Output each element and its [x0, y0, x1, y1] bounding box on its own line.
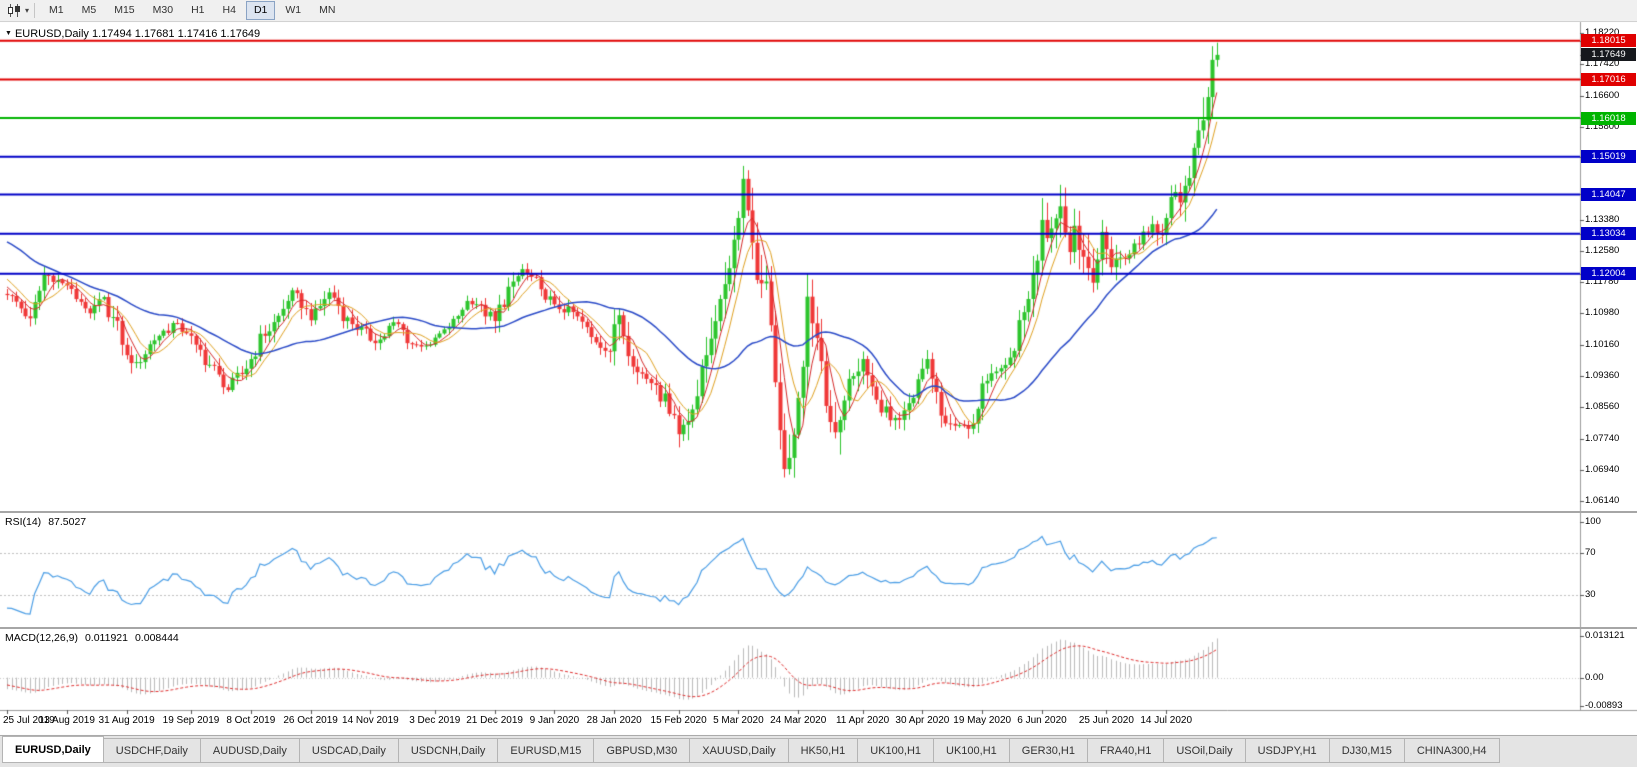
price-level-tag: 1.14047 [1581, 187, 1636, 201]
chart-tab-ger30-h1[interactable]: GER30,H1 [1008, 738, 1088, 763]
timeframe-buttons: M1 M5 M15 M30 H1 H4 D1 W1 MN [40, 1, 344, 20]
date-axis-label: 24 Mar 2020 [770, 715, 827, 726]
date-axis-label: 19 Sep 2019 [162, 715, 220, 726]
price-level-tag: 1.16018 [1581, 111, 1636, 125]
price-level-tag: 1.15019 [1581, 150, 1636, 164]
date-axis-label: 28 Jan 2020 [586, 715, 642, 726]
macd-axis-label: 0.00 [1585, 671, 1604, 683]
symbol-marker-icon: ▼ [5, 30, 12, 37]
timeframe-button-m1[interactable]: M1 [49, 4, 64, 16]
date-axis-label: 8 Oct 2019 [226, 715, 276, 726]
date-axis-label: 6 Jun 2020 [1017, 715, 1067, 726]
chart-tab-uk100-h1[interactable]: UK100,H1 [857, 738, 935, 763]
rsi-axis-label: 30 [1585, 588, 1596, 600]
date-axis-label: 13 Aug 2019 [38, 715, 95, 726]
date-axis-label: 5 Mar 2020 [713, 715, 764, 726]
chart-type-dropdown-icon[interactable]: ▾ [25, 6, 30, 15]
chart-tab-eurusd-daily[interactable]: EURUSD,Daily [2, 736, 104, 763]
timeframe-button-m5[interactable]: M5 [81, 4, 97, 16]
macd-signal-value: 0.008444 [134, 632, 179, 644]
chart-tab-audusd-daily[interactable]: AUDUSD,Daily [199, 738, 300, 763]
date-axis-label: 19 May 2020 [953, 715, 1012, 726]
chart-tab-usoil-daily[interactable]: USOil,Daily [1163, 738, 1246, 763]
chart-tab-hk50-h1[interactable]: HK50,H1 [787, 738, 859, 763]
timeframe-button-h4[interactable]: H4 [222, 4, 236, 16]
chart-tab-fra40-h1[interactable]: FRA40,H1 [1086, 738, 1165, 763]
price-axis-label: 1.07740 [1585, 432, 1620, 444]
chart-tab-uk100-h1[interactable]: UK100,H1 [933, 738, 1010, 763]
candlestick-icon [8, 4, 20, 17]
price-axis-label: 1.12580 [1585, 245, 1620, 257]
price-axis-label: 1.15800 [1585, 120, 1620, 132]
price-axis-label: 1.10160 [1585, 339, 1620, 351]
date-axis-label: 14 Jul 2020 [1140, 715, 1193, 726]
chart-tab-eurusd-m15[interactable]: EURUSD,M15 [497, 738, 595, 763]
rsi-panel-splitter[interactable] [0, 511, 1637, 513]
chart-tab-gbpusd-m30[interactable]: GBPUSD,M30 [593, 738, 691, 763]
rsi-name: RSI(14) [5, 516, 42, 528]
date-axis-label: 11 Apr 2020 [835, 715, 890, 726]
macd-panel-splitter[interactable] [0, 627, 1637, 629]
date-axis-label: 25 Jun 2020 [1078, 715, 1134, 726]
date-axis-label: 14 Nov 2019 [342, 715, 399, 726]
price-axis-label: 1.08560 [1585, 401, 1620, 413]
date-axis-label: 21 Dec 2019 [466, 715, 523, 726]
price-axis-label: 1.06940 [1585, 463, 1620, 475]
timeframe-button-h1[interactable]: H1 [191, 4, 205, 16]
price-axis-label: 1.11780 [1585, 276, 1619, 288]
date-axis-label: 31 Aug 2019 [98, 715, 155, 726]
rsi-current-value: 87.5027 [48, 516, 87, 528]
macd-indicator-label: MACD(12,26,9) 0.011921 0.008444 [5, 632, 179, 644]
timeframe-button-m30[interactable]: M30 [152, 4, 174, 16]
timeframe-button-d1[interactable]: D1 [245, 1, 276, 20]
chart-tabs-bar: EURUSD,Daily USDCHF,Daily AUDUSD,Daily USDC… [0, 735, 1637, 767]
macd-name: MACD(12,26,9) [5, 632, 78, 644]
price-level-tag: 1.17016 [1581, 72, 1636, 86]
price-axis-label: 1.13380 [1585, 214, 1620, 226]
date-axis-label: 3 Dec 2019 [409, 715, 461, 726]
rsi-indicator-label: RSI(14) 87.5027 [5, 516, 86, 528]
price-axis-label: 1.10980 [1585, 307, 1620, 319]
price-level-tag: 1.18015 [1581, 34, 1636, 48]
date-axis-label: 26 Oct 2019 [283, 715, 338, 726]
chart-tab-usdchf-daily[interactable]: USDCHF,Daily [102, 738, 201, 763]
rsi-axis-label: 70 [1585, 547, 1596, 559]
price-axis-label: 1.17420 [1585, 57, 1620, 69]
chart-tab-usdjpy-h1[interactable]: USDJPY,H1 [1244, 738, 1330, 763]
price-axis-label: 1.09360 [1585, 370, 1620, 382]
price-axis-label: 1.16600 [1585, 89, 1620, 101]
chart-tab-xauusd-daily[interactable]: XAUUSD,Daily [689, 738, 789, 763]
price-level-tag: 1.13034 [1581, 227, 1636, 241]
price-level-tag: 1.12004 [1581, 267, 1636, 281]
chart-tab-usdcad-daily[interactable]: USDCAD,Daily [298, 738, 399, 763]
macd-axis-label: -0.00893 [1585, 700, 1623, 711]
date-axis-label: 9 Jan 2020 [529, 715, 580, 726]
timeframe-button-m15[interactable]: M15 [114, 4, 135, 16]
price-axis-label: 1.06140 [1585, 494, 1620, 506]
chart-type-icon[interactable] [3, 2, 25, 20]
price-axis-label: 1.18220 [1585, 26, 1620, 38]
chart-title-text: EURUSD,Daily 1.17494 1.17681 1.17416 1.1… [14, 28, 261, 40]
current-price-tag: 1.17649 [1581, 48, 1636, 62]
chart-tab-dj30-m15[interactable]: DJ30,M15 [1328, 738, 1405, 763]
chart-tab-usdcnh-daily[interactable]: USDCNH,Daily [397, 738, 499, 763]
toolbar-separator [34, 3, 36, 18]
rsi-axis-label: 100 [1585, 516, 1601, 527]
chart-tab-china300-h4[interactable]: CHINA300,H4 [1403, 738, 1500, 763]
date-axis-label: 30 Apr 2020 [895, 715, 950, 726]
top-toolbar: ▾ M1 M5 M15 M30 H1 H4 D1 W1 MN [0, 0, 1637, 22]
timeframe-button-mn[interactable]: MN [319, 4, 336, 16]
chart-title: ▼ EURUSD,Daily 1.17494 1.17681 1.17416 1.… [5, 28, 260, 40]
macd-axis-label: 0.013121 [1585, 630, 1625, 641]
date-axis-label: 15 Feb 2020 [650, 715, 707, 726]
timeframe-button-w1[interactable]: W1 [285, 4, 302, 16]
macd-main-value: 0.011921 [84, 632, 128, 644]
date-axis-label: 25 Jul 2019 [3, 715, 55, 726]
